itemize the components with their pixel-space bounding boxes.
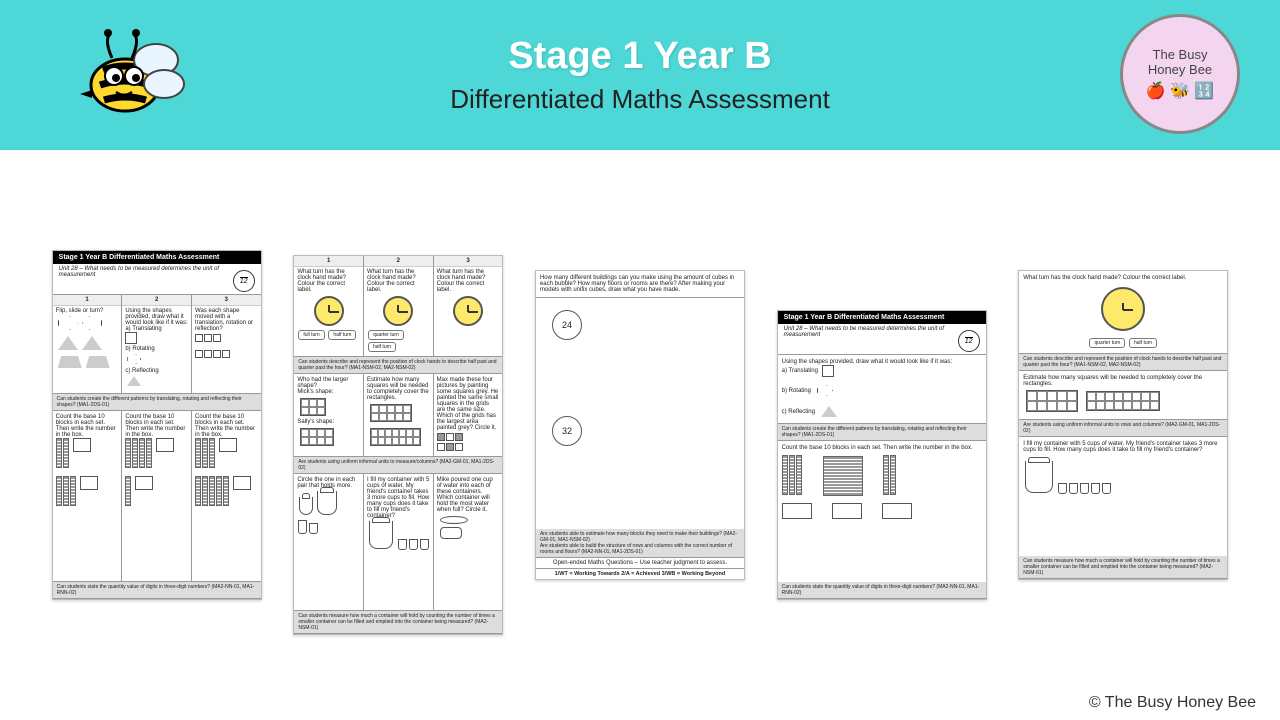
worksheet-page-4: Stage 1 Year B Differentiated Maths Asse… <box>777 310 987 600</box>
cube-count-bubble: 24 <box>552 310 582 340</box>
page-title: Stage 1 Year B <box>508 35 771 78</box>
brand-logo: The Busy Honey Bee 🍎 🐝 🔢 <box>1120 14 1240 134</box>
page1-unit: Unit 28 – What needs to be measured dete… <box>59 266 219 278</box>
worksheet-page-3: How many different buildings can you mak… <box>535 270 745 580</box>
worksheet-page-2: 1 What turn has the clock hand made? Col… <box>293 255 503 635</box>
score-badge: 12 <box>233 270 255 292</box>
page1-section2: Count the base 10 blocks in each set. Th… <box>53 411 261 582</box>
header-band: Stage 1 Year B Differentiated Maths Asse… <box>0 0 1280 150</box>
logo-line1: The Busy <box>1153 47 1208 63</box>
bee-icon <box>70 20 190 135</box>
page1-note2: Can students state the quantity value of… <box>53 582 261 599</box>
worksheet-previews: Stage 1 Year B Differentiated Maths Asse… <box>0 170 1280 680</box>
page1-title: Stage 1 Year B Differentiated Maths Asse… <box>53 251 261 264</box>
logo-line2: Honey Bee <box>1148 62 1212 78</box>
page1-note1: Can students create the different patter… <box>53 394 261 411</box>
clock-icon <box>314 296 344 326</box>
worksheet-page-1: Stage 1 Year B Differentiated Maths Asse… <box>52 250 262 600</box>
copyright: © The Busy Honey Bee <box>1089 694 1256 712</box>
clock-icon <box>383 296 413 326</box>
page1-section1: 1 Flip, slide or turn? 2 Using the shape… <box>53 295 261 394</box>
worksheet-page-5: What turn has the clock hand made? Colou… <box>1018 270 1228 580</box>
cube-count-bubble: 32 <box>552 416 582 446</box>
clock-icon <box>453 296 483 326</box>
logo-icons: 🍎 🐝 🔢 <box>1146 82 1215 101</box>
page-subtitle: Differentiated Maths Assessment <box>450 84 830 115</box>
clock-icon <box>1101 287 1145 331</box>
